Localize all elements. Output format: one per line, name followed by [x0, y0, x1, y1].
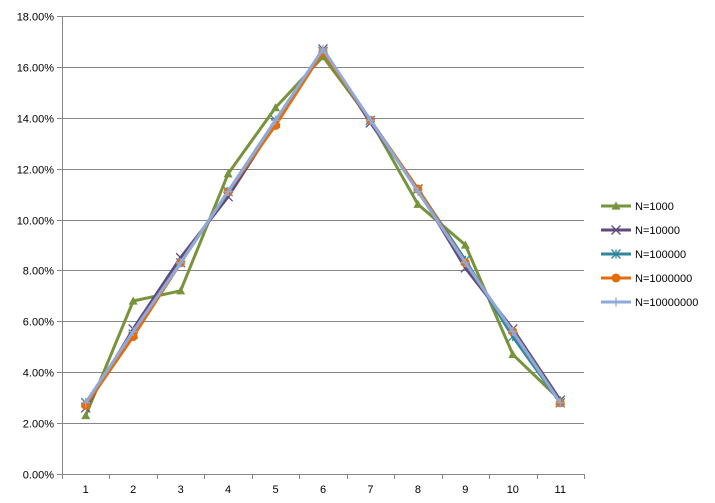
x-tick-label: 10	[507, 484, 519, 496]
legend-marker	[611, 225, 621, 235]
data-point	[128, 327, 138, 337]
x-tick-label: 1	[83, 484, 89, 496]
legend-label: N=100000	[635, 249, 686, 261]
y-tick-label: 16.00%	[17, 63, 55, 75]
legend: N=1000 N=10000 N=100000 N=1000000 N=10000000	[601, 201, 698, 309]
series-line	[84, 50, 562, 404]
y-axis-tick-labels: 0.00% 2.00% 4.00% 6.00% 8.00% 10.00% 12.00% 14.…	[17, 12, 55, 482]
y-tick-label: 18.00%	[17, 12, 55, 24]
series-line	[84, 47, 562, 409]
y-tick-label: 2.00%	[23, 419, 54, 431]
x-tick-label: 9	[462, 484, 468, 496]
series-line	[84, 47, 562, 404]
data-point	[555, 398, 565, 408]
legend-item: N=10000	[601, 225, 680, 237]
legend-marker	[611, 249, 621, 259]
series-lines	[80, 44, 566, 420]
y-tick-label: 14.00%	[17, 114, 55, 126]
data-point	[176, 258, 186, 268]
legend-label: N=10000	[635, 225, 680, 237]
data-point	[81, 410, 91, 420]
data-point	[508, 327, 518, 337]
data-point	[223, 169, 233, 178]
legend-label: N=10000000	[635, 297, 698, 309]
legend-label: N=1000000	[635, 273, 692, 285]
data-point	[460, 258, 470, 268]
axes	[57, 16, 585, 479]
y-tick-label: 8.00%	[23, 266, 54, 278]
data-point	[271, 103, 281, 112]
legend-marker	[611, 297, 621, 307]
data-point	[318, 52, 328, 61]
x-tick-label: 11	[555, 484, 566, 496]
data-point	[413, 199, 423, 208]
y-tick-label: 10.00%	[17, 216, 55, 228]
x-tick-label: 8	[415, 484, 421, 496]
series-line	[84, 55, 562, 417]
x-tick-label: 3	[178, 484, 184, 496]
series-n-10000	[80, 44, 566, 413]
y-tick-label: 4.00%	[23, 368, 54, 380]
legend-item: N=1000	[601, 201, 674, 213]
y-tick-label: 0.00%	[23, 470, 54, 482]
data-point	[176, 286, 186, 295]
gridlines	[62, 16, 584, 424]
legend-marker	[611, 201, 621, 210]
legend-item: N=10000000	[601, 297, 698, 309]
x-tick-label: 7	[367, 484, 373, 496]
data-point	[460, 240, 470, 249]
data-point	[223, 187, 233, 197]
data-point	[508, 349, 518, 359]
data-point	[271, 115, 281, 125]
data-point	[413, 187, 423, 197]
legend-label: N=1000	[635, 201, 674, 213]
x-tick-label: 5	[272, 484, 278, 496]
x-tick-label: 4	[225, 484, 231, 496]
legend-item: N=1000000	[601, 273, 692, 285]
x-tick-label: 2	[130, 484, 136, 496]
legend-item: N=100000	[601, 249, 686, 261]
data-point	[128, 296, 138, 305]
series-n-10000000	[81, 44, 565, 408]
x-axis-tick-labels: 1 2 3 4 5 6 7 8 9 10 11	[83, 484, 566, 496]
series-line	[84, 50, 562, 407]
y-tick-label: 12.00%	[17, 165, 55, 177]
y-tick-label: 6.00%	[23, 317, 54, 329]
data-point	[81, 398, 91, 408]
x-tick-label: 6	[320, 484, 326, 496]
data-point	[365, 115, 375, 125]
series-n-100000	[80, 46, 566, 408]
series-n-1000000	[81, 47, 565, 410]
series-n-1000	[81, 52, 565, 420]
data-point	[318, 44, 328, 54]
legend-marker	[611, 273, 621, 283]
